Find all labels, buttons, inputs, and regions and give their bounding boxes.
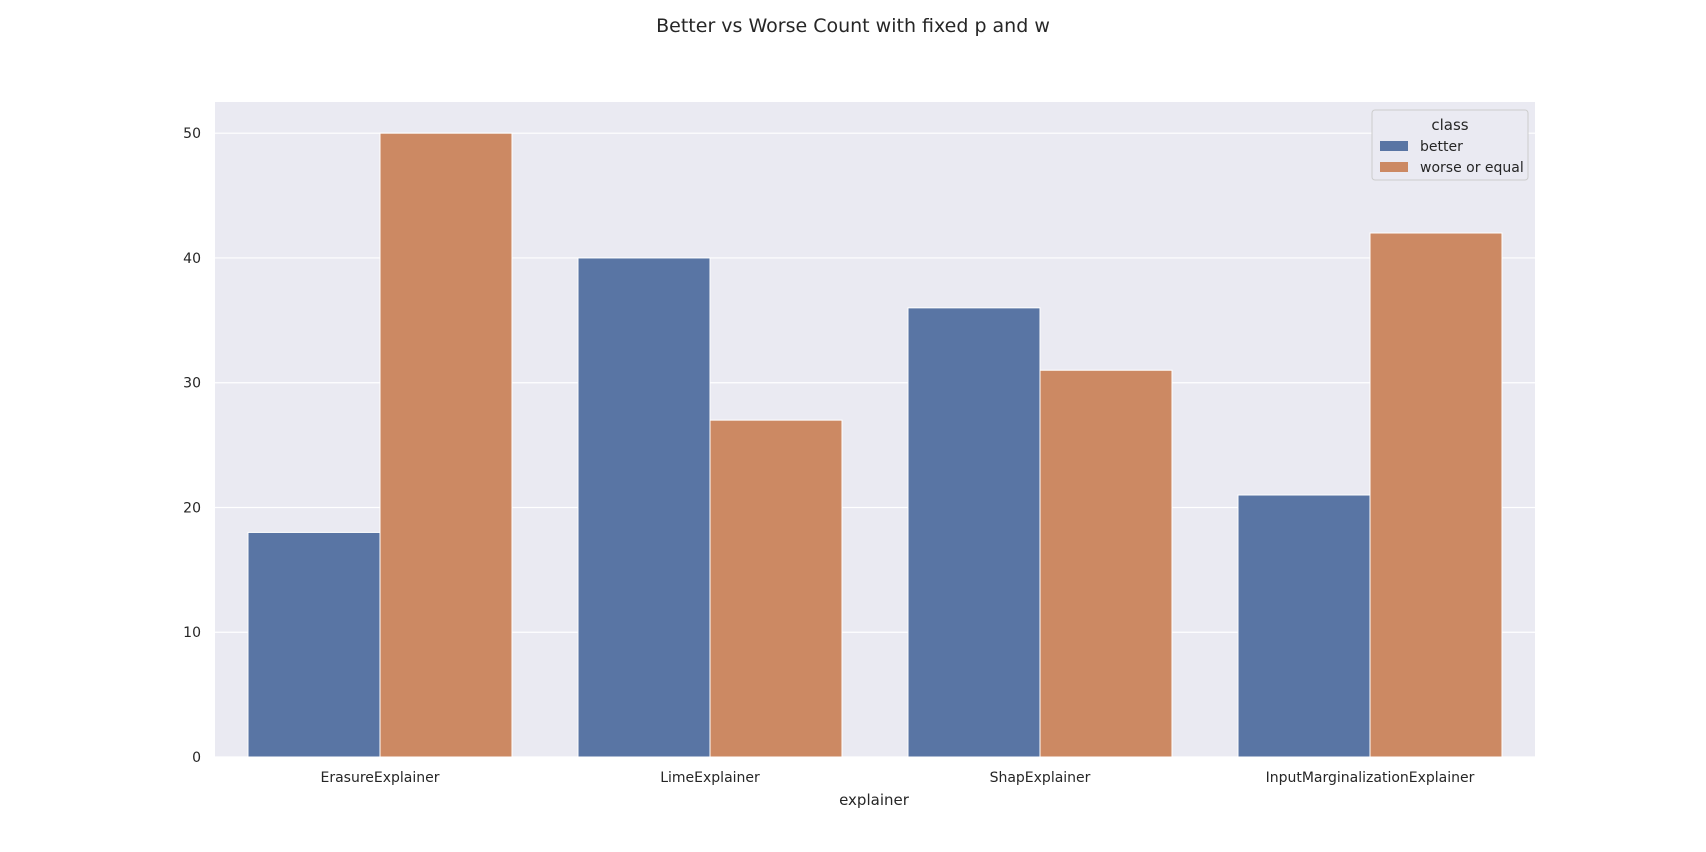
legend-items: better worse or equal [1380,139,1524,176]
bar-worse-or-equal-LimeExplainer [709,419,843,758]
y-tick-label: 10 [183,625,201,641]
legend: class better worse or equal [1371,109,1529,181]
x-tick-label: LimeExplainer [660,770,760,786]
y-tick-label: 50 [183,126,201,142]
legend-title: class [1431,116,1468,134]
bar-better-InputMarginalizationExplainer [1237,494,1371,758]
legend-label: worse or equal [1420,160,1524,176]
legend-swatch [1380,162,1408,172]
bar-better-ErasureExplainer [247,531,381,758]
x-axis-label: explainer [839,791,910,809]
bar-worse-or-equal-InputMarginalizationExplainer [1369,232,1503,758]
bar-worse-or-equal-ErasureExplainer [379,132,513,758]
y-tick-label: 30 [183,376,201,392]
legend-label: better [1420,139,1463,155]
y-tick-label: 40 [183,251,201,267]
bar-better-ShapExplainer [907,307,1041,758]
x-tick-label: ErasureExplainer [320,770,439,786]
x-tick-label: InputMarginalizationExplainer [1266,770,1475,786]
legend-swatch [1380,141,1408,151]
bar-worse-or-equal-ShapExplainer [1039,369,1173,758]
bar-better-LimeExplainer [577,257,711,758]
legend-box [1371,109,1529,181]
chart-title: Better vs Worse Count with fixed p and w [656,15,1050,37]
y-tick-label: 0 [192,750,201,766]
x-axis-ticks: ErasureExplainer LimeExplainer ShapExplain… [320,770,1474,786]
y-axis-ticks: 0 10 20 30 40 50 [183,126,201,766]
bars [247,132,1503,758]
x-tick-label: ShapExplainer [990,770,1091,786]
y-tick-label: 20 [183,500,201,516]
